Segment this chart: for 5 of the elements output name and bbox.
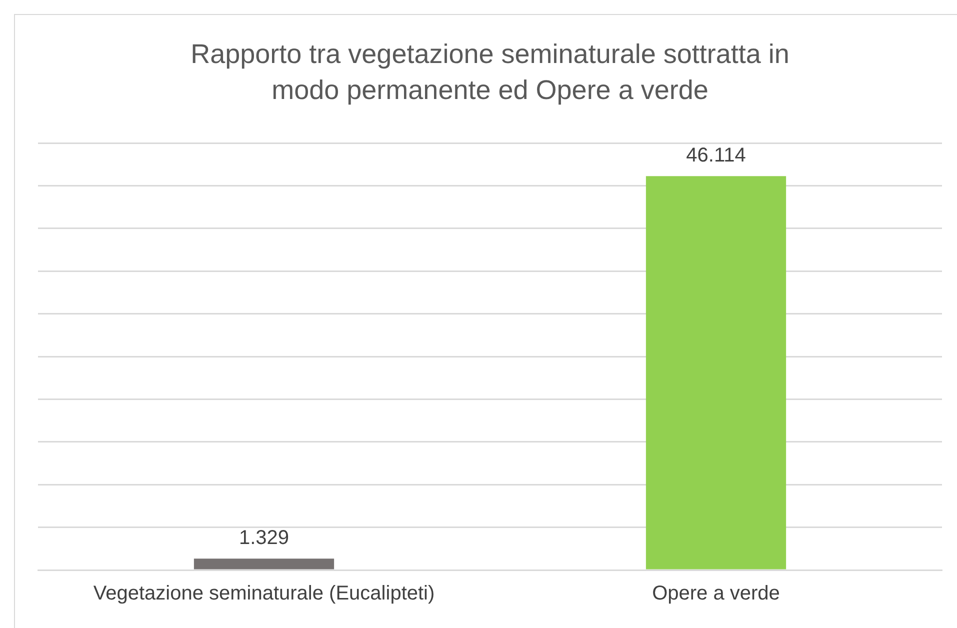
- data-label: 46.114: [686, 144, 746, 167]
- chart-title: Rapporto tra vegetazione seminaturale sottratta in modo permanente ed Opere a verde: [190, 38, 790, 107]
- x-tick-label: Opere a verde: [652, 582, 780, 605]
- data-label: 1.329: [238, 527, 290, 550]
- x-tick-label: Vegetazione seminaturale (Eucalipteti): [93, 582, 435, 605]
